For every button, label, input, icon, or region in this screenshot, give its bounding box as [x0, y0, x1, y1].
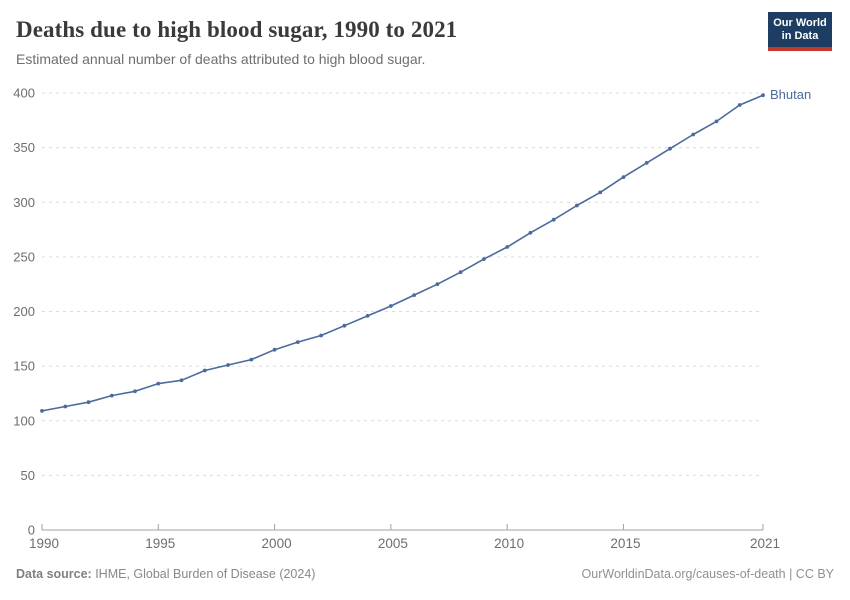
y-tick-label: 0 — [28, 523, 35, 538]
data-point[interactable] — [761, 93, 765, 98]
x-tick-label: 2005 — [378, 536, 408, 551]
logo-line-2: in Data — [781, 29, 819, 42]
data-point[interactable] — [644, 161, 649, 165]
series-line-bhutan[interactable] — [41, 94, 764, 412]
page-title: Deaths due to high blood sugar, 1990 to … — [16, 17, 458, 42]
data-point[interactable] — [295, 340, 300, 344]
data-point[interactable] — [40, 409, 44, 413]
data-point[interactable] — [249, 357, 254, 362]
chart-subtitle: Estimated annual number of deaths attrib… — [16, 50, 426, 67]
footer-attribution: OurWorldinData.org/causes-of-death | CC … — [582, 567, 834, 581]
data-point[interactable] — [482, 257, 486, 261]
y-tick-label: 50 — [21, 468, 35, 483]
data-point[interactable] — [86, 400, 91, 405]
x-tick-label: 1995 — [145, 536, 175, 551]
data-point[interactable] — [621, 175, 626, 179]
y-tick-label: 200 — [13, 304, 35, 319]
data-point[interactable] — [156, 381, 161, 386]
data-point[interactable] — [505, 245, 510, 249]
chart-header: Deaths due to high blood sugar, 1990 to … — [16, 16, 740, 67]
y-tick-label: 100 — [13, 413, 35, 428]
y-tick-label: 350 — [13, 140, 35, 155]
data-point[interactable] — [691, 132, 696, 137]
data-point[interactable] — [179, 378, 184, 383]
data-source-note: Data source: IHME, Global Burden of Dise… — [16, 567, 315, 581]
y-tick-label: 400 — [13, 86, 35, 101]
data-point[interactable] — [226, 363, 231, 367]
line-chart[interactable]: 0 50 100 150 200 250 300 350 400 1990 1995 2000 2005… — [0, 80, 850, 555]
data-point[interactable] — [714, 119, 719, 124]
data-source-label: Data source: — [16, 567, 92, 581]
data-point[interactable] — [133, 389, 137, 394]
data-point[interactable] — [342, 323, 347, 328]
data-point[interactable] — [528, 230, 533, 235]
data-point[interactable] — [551, 217, 556, 222]
chart-footer: Data source: IHME, Global Burden of Dise… — [16, 567, 834, 581]
data-point[interactable] — [435, 282, 440, 287]
data-point[interactable] — [458, 270, 463, 275]
data-point[interactable] — [365, 314, 370, 318]
x-tick-label: 2015 — [610, 536, 640, 551]
x-tick-label: 2021 — [750, 536, 780, 551]
data-point[interactable] — [668, 146, 672, 151]
data-point[interactable] — [412, 293, 416, 297]
data-point[interactable] — [598, 190, 603, 195]
data-point[interactable] — [272, 347, 277, 352]
data-point[interactable] — [575, 203, 579, 208]
license-text: | CC BY — [785, 567, 834, 581]
owid-logo[interactable]: Our World in Data — [768, 12, 832, 51]
entity-label-bhutan[interactable]: Bhutan — [770, 87, 811, 102]
y-tick-label: 250 — [13, 249, 35, 264]
data-point[interactable] — [63, 404, 68, 409]
data-point[interactable] — [389, 304, 393, 308]
data-source-text: IHME, Global Burden of Disease (2024) — [91, 567, 316, 581]
data-point[interactable] — [202, 368, 207, 373]
x-tick-label: 2010 — [494, 536, 524, 551]
data-point[interactable] — [319, 333, 323, 338]
y-tick-label: 300 — [13, 195, 35, 210]
y-tick-label: 150 — [13, 359, 35, 374]
data-point[interactable] — [109, 393, 114, 398]
x-tick-label: 2000 — [262, 536, 292, 551]
data-point[interactable] — [737, 103, 742, 107]
owid-url-link[interactable]: OurWorldinData.org/causes-of-death — [581, 567, 786, 581]
logo-line-1: Our World — [773, 17, 827, 29]
x-tick-label: 1990 — [29, 536, 59, 551]
